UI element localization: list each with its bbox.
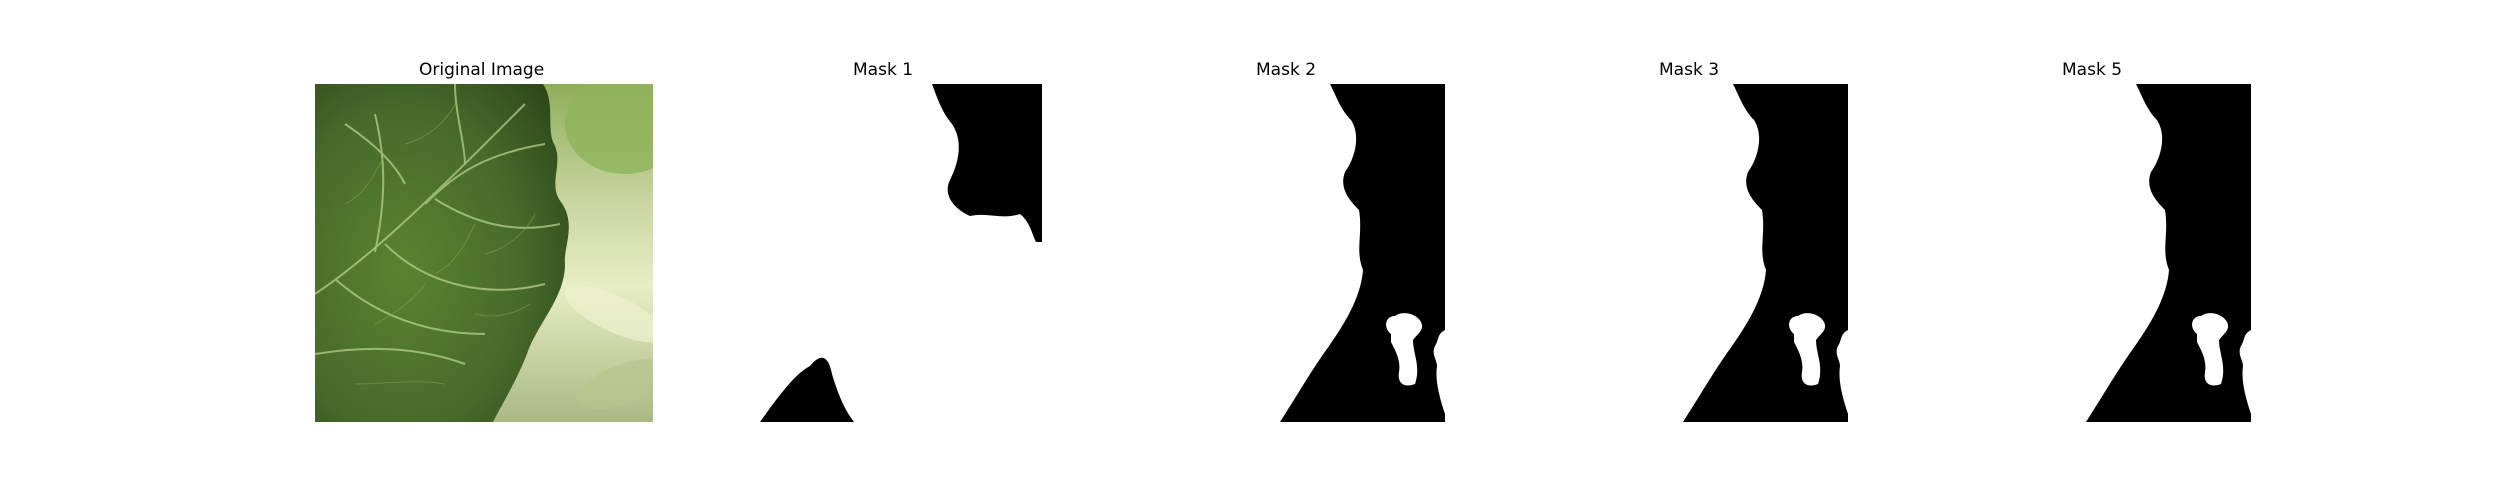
panel-title-mask-1: Mask 1: [853, 60, 914, 80]
mask-3: [1526, 84, 1864, 422]
mask-2: [1123, 84, 1461, 422]
panel-title-mask-5: Mask 5: [2062, 60, 2123, 80]
panel-title-mask-2: Mask 2: [1256, 60, 1317, 80]
mask-5: [1929, 84, 2267, 422]
mask-2-image: [1123, 84, 1461, 422]
mask-1-image: [720, 84, 1058, 422]
leaf-photo: [315, 84, 653, 422]
panel-title-original: Original Image: [419, 60, 545, 80]
mask-3-image: [1526, 84, 1864, 422]
panel-title-mask-3: Mask 3: [1659, 60, 1720, 80]
mask-5-image: [1929, 84, 2267, 422]
original-image: [315, 84, 653, 422]
mask-1: [720, 84, 1058, 422]
